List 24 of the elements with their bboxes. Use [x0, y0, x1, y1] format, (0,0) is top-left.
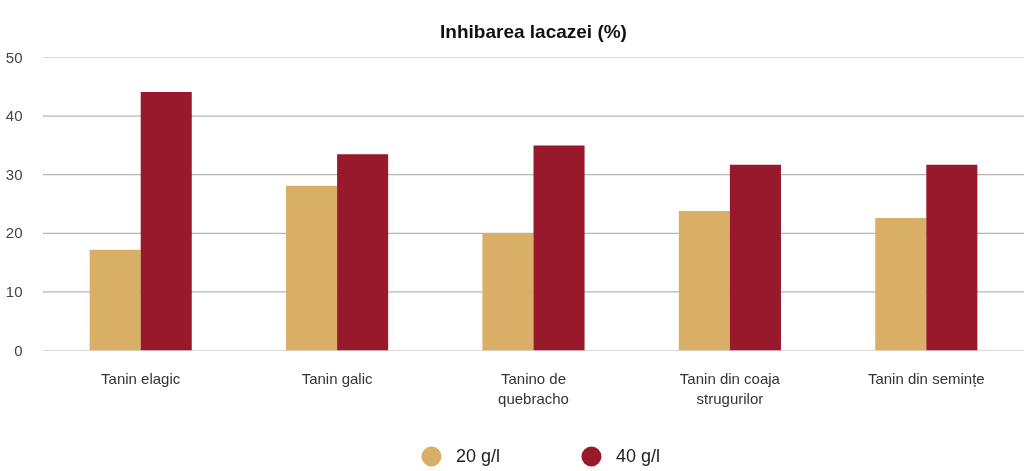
x-tick-label: Tanino de quebracho: [498, 369, 569, 407]
bar: [678, 211, 730, 351]
bar: [140, 92, 192, 351]
bar: [337, 154, 389, 351]
x-tick-label: Tanin galic: [301, 369, 374, 387]
bar: [729, 164, 781, 351]
x-tick-label: Tanin din coaja strugurilor: [679, 369, 781, 407]
bar: [286, 185, 338, 351]
x-tick-label: Tanin elagic: [101, 369, 181, 387]
bar: [926, 164, 978, 351]
bar: [89, 249, 141, 351]
y-tick-label: 0: [14, 341, 23, 359]
y-tick-label: 40: [5, 107, 23, 125]
y-tick-label: 30: [5, 165, 23, 183]
y-tick-label: 10: [5, 282, 23, 300]
legend-label: 40 g/l: [616, 445, 661, 467]
x-tick-label: Tanin din semințe: [867, 369, 985, 387]
bar: [875, 218, 927, 351]
legend-label: 20 g/l: [455, 445, 500, 467]
y-tick-label: 20: [5, 224, 23, 242]
chart-title: Inhibarea lacazei (%): [440, 20, 627, 42]
bar: [533, 145, 585, 351]
y-tick-label: 50: [5, 48, 23, 66]
bar: [482, 233, 534, 351]
